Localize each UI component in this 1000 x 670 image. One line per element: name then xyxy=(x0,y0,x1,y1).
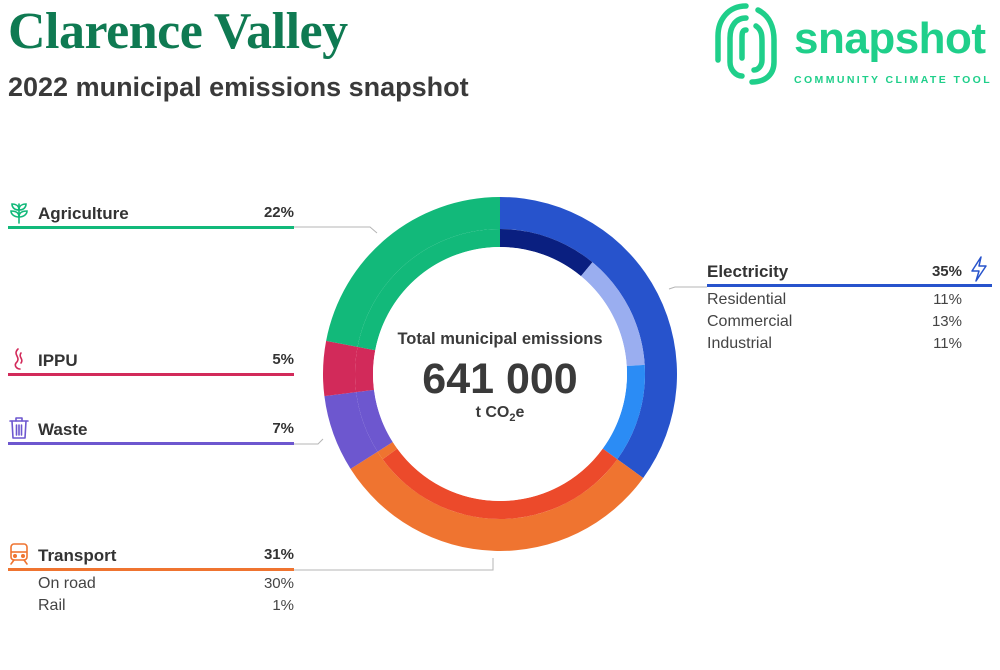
category-percent: 31% xyxy=(263,546,294,563)
page-title: Clarence Valley xyxy=(8,3,348,60)
category-ippu: IPPU 5% xyxy=(8,347,294,376)
leader-line-agriculture xyxy=(293,226,378,234)
category-percent: 22% xyxy=(263,204,294,221)
subcategory-percent: 1% xyxy=(272,597,294,614)
subcategory-percent: 30% xyxy=(263,575,294,592)
donut-subsegment-residential xyxy=(500,229,593,277)
leader-line-transport xyxy=(293,558,494,571)
train-icon xyxy=(10,543,28,565)
snapshot-logo: snapshot COMMUNITY CLIMATE TOOL xyxy=(712,0,1000,92)
category-name: Waste xyxy=(38,420,88,439)
page-subtitle: 2022 municipal emissions snapshot xyxy=(8,72,469,102)
donut-center-title: Total municipal emissions xyxy=(397,330,603,348)
category-percent: 5% xyxy=(272,351,294,368)
category-percent: 7% xyxy=(272,420,294,437)
category-name: IPPU xyxy=(38,351,78,370)
category-percent: 35% xyxy=(931,263,962,280)
subcategory-percent: 11% xyxy=(933,335,962,352)
subcategory-name: Rail xyxy=(38,597,66,614)
plant-icon xyxy=(10,203,28,224)
category-waste: Waste 7% xyxy=(8,416,294,445)
subcategory-name: On road xyxy=(38,575,96,592)
subcategory-percent: 11% xyxy=(933,291,962,308)
lightning-icon xyxy=(971,256,987,282)
subcategory-name: Industrial xyxy=(707,335,772,352)
donut-subsegment-rail xyxy=(377,442,398,460)
leader-line-electricity xyxy=(668,286,707,290)
subcategory-name: Commercial xyxy=(707,313,793,330)
subcategory-row: Rail 1% xyxy=(8,593,294,615)
donut-center-value: 641 000 xyxy=(422,355,578,403)
donut-hole xyxy=(373,247,627,501)
donut-subsegment-waste xyxy=(356,389,393,452)
category-transport: Transport 31% On road 30% Rail 1% xyxy=(8,542,294,615)
category-underline xyxy=(8,442,294,445)
fingerprint-logo-icon xyxy=(715,3,777,85)
donut-segment-transport xyxy=(350,451,644,551)
donut-segment-ippu xyxy=(323,340,358,397)
category-underline xyxy=(707,284,992,287)
category-agriculture: Agriculture 22% xyxy=(8,200,294,229)
subcategory-row: On road 30% xyxy=(8,571,294,593)
donut-segment-agriculture xyxy=(326,197,500,347)
bin-icon xyxy=(9,417,29,439)
leader-line-waste xyxy=(293,438,324,445)
category-underline xyxy=(8,568,294,571)
category-electricity: Electricity 35% Residential 11% Commerci… xyxy=(707,256,992,353)
category-underline xyxy=(8,373,294,376)
donut-subsegment-commercial xyxy=(580,262,645,367)
donut-center-unit: t CO2e xyxy=(475,404,525,425)
subcategory-row: Residential 11% xyxy=(707,287,992,309)
donut-subsegment-ippu xyxy=(355,346,376,393)
subcategory-row: Commercial 13% xyxy=(707,309,992,331)
donut-segment-waste xyxy=(324,392,378,469)
category-name: Electricity xyxy=(707,262,789,281)
donut-subsegment-industrial xyxy=(602,364,645,460)
donut-segment-electricity xyxy=(500,197,677,479)
category-underline xyxy=(8,226,294,229)
leader-lines xyxy=(293,226,707,571)
flame-icon xyxy=(14,348,23,370)
subcategory-percent: 13% xyxy=(931,313,962,330)
logo-wordmark: snapshot xyxy=(794,14,986,63)
subcategory-name: Residential xyxy=(707,291,787,308)
subcategory-row: Industrial 11% xyxy=(707,331,992,353)
category-name: Agriculture xyxy=(38,204,129,223)
logo-tagline: COMMUNITY CLIMATE TOOL xyxy=(794,74,993,86)
donut-subsegment-on-road xyxy=(382,448,618,519)
category-name: Transport xyxy=(38,546,117,565)
donut-subsegment-agriculture xyxy=(357,229,500,351)
